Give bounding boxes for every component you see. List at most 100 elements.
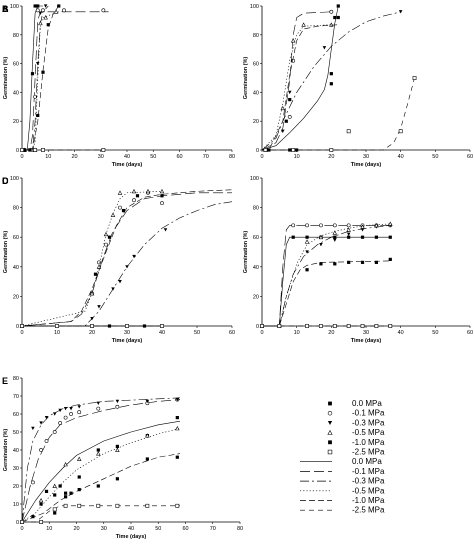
data-point <box>44 416 49 420</box>
y-axis-title: Germination (%) <box>3 57 9 100</box>
data-point <box>31 426 35 431</box>
panel-letter: A <box>2 4 9 14</box>
data-point <box>322 46 327 50</box>
series-curve <box>262 225 391 327</box>
x-tick-label: 10 <box>46 526 52 532</box>
data-point <box>175 455 179 459</box>
legend-entry: -0.3 MPa <box>300 477 385 486</box>
y-tick-label: 60 <box>13 62 19 68</box>
data-point <box>304 239 310 244</box>
x-axis-title: Time (days) <box>112 338 143 344</box>
x-tick-label: 60 <box>182 526 188 532</box>
series-1 <box>260 223 393 328</box>
y-tick-label: 70 <box>13 394 19 400</box>
data-point <box>97 305 101 309</box>
x-tick-label: 30 <box>363 330 369 336</box>
y-tick-label: 20 <box>253 119 259 125</box>
data-point <box>374 235 378 239</box>
data-point <box>96 401 101 405</box>
data-point <box>175 398 180 402</box>
data-point <box>175 416 179 420</box>
data-point <box>90 324 94 328</box>
data-point <box>63 503 68 508</box>
data-point <box>336 4 340 8</box>
data-point <box>160 324 164 328</box>
data-point <box>374 260 378 264</box>
x-tick-label: 70 <box>203 154 209 160</box>
series-0 <box>20 416 181 524</box>
data-point <box>20 148 24 152</box>
data-point <box>329 82 333 86</box>
x-tick-label: 30 <box>124 330 130 336</box>
x-tick-label: 40 <box>398 330 404 336</box>
data-point <box>291 223 296 228</box>
data-point <box>52 507 57 512</box>
y-axis-title: Germination (%) <box>3 231 9 274</box>
data-point <box>63 461 68 467</box>
series-4 <box>262 15 340 152</box>
legend-marker <box>327 411 333 416</box>
data-point <box>290 38 296 43</box>
series-curve <box>21 399 181 523</box>
data-point <box>77 503 82 508</box>
panel-c: C 0 10 20 30 40 50 60 0 20 40 60 80 100 Time (days) Ger… <box>2 176 235 344</box>
data-point <box>305 223 309 228</box>
data-point <box>291 148 296 152</box>
data-point <box>77 475 81 479</box>
data-point <box>96 451 101 456</box>
data-point <box>145 188 151 194</box>
data-point <box>39 448 43 452</box>
data-point <box>263 148 268 152</box>
series-curve <box>22 5 49 151</box>
data-point <box>63 407 68 411</box>
data-point <box>329 72 333 76</box>
x-tick-label: 20 <box>89 330 95 336</box>
y-tick-label: 10 <box>13 502 19 508</box>
x-axis-title: Time (days) <box>351 162 382 168</box>
panel-letter: B <box>2 4 9 14</box>
data-point <box>101 148 106 152</box>
data-point <box>96 503 101 508</box>
x-tick-label: 50 <box>432 154 438 160</box>
legend-marker <box>328 440 332 445</box>
data-point <box>291 58 296 63</box>
legend-marker <box>327 429 333 435</box>
data-point <box>57 4 61 8</box>
data-point <box>39 502 43 506</box>
data-point <box>332 324 337 328</box>
data-point <box>76 456 82 461</box>
data-point <box>20 520 24 524</box>
series-3 <box>19 188 165 328</box>
data-point <box>31 480 35 485</box>
x-tick-label: 60 <box>467 330 473 336</box>
x-axis-title: Time (days) <box>116 534 147 540</box>
y-tick-label: 50 <box>13 430 19 436</box>
data-point <box>360 260 365 264</box>
data-point <box>118 280 122 284</box>
y-tick-label: 0 <box>16 148 19 154</box>
data-point <box>52 412 57 416</box>
data-point <box>52 430 57 434</box>
x-tick-label: 40 <box>128 526 134 532</box>
data-point <box>125 324 129 328</box>
series-curve <box>262 223 391 327</box>
data-point <box>115 444 119 448</box>
data-point <box>110 212 116 217</box>
data-point <box>305 235 309 239</box>
y-tick-label: 60 <box>13 235 19 241</box>
data-point <box>41 148 45 152</box>
data-point <box>96 406 101 411</box>
data-point <box>318 234 324 240</box>
series-1 <box>20 190 232 328</box>
data-point <box>39 421 43 425</box>
data-point <box>388 235 392 239</box>
data-point <box>104 242 108 247</box>
x-tick-label: 60 <box>176 154 182 160</box>
data-point <box>107 235 112 239</box>
data-point <box>288 98 292 102</box>
legend-entry: -0.3 MPa <box>327 418 385 427</box>
data-point <box>33 148 38 152</box>
data-point <box>332 223 337 228</box>
data-point <box>360 224 365 229</box>
